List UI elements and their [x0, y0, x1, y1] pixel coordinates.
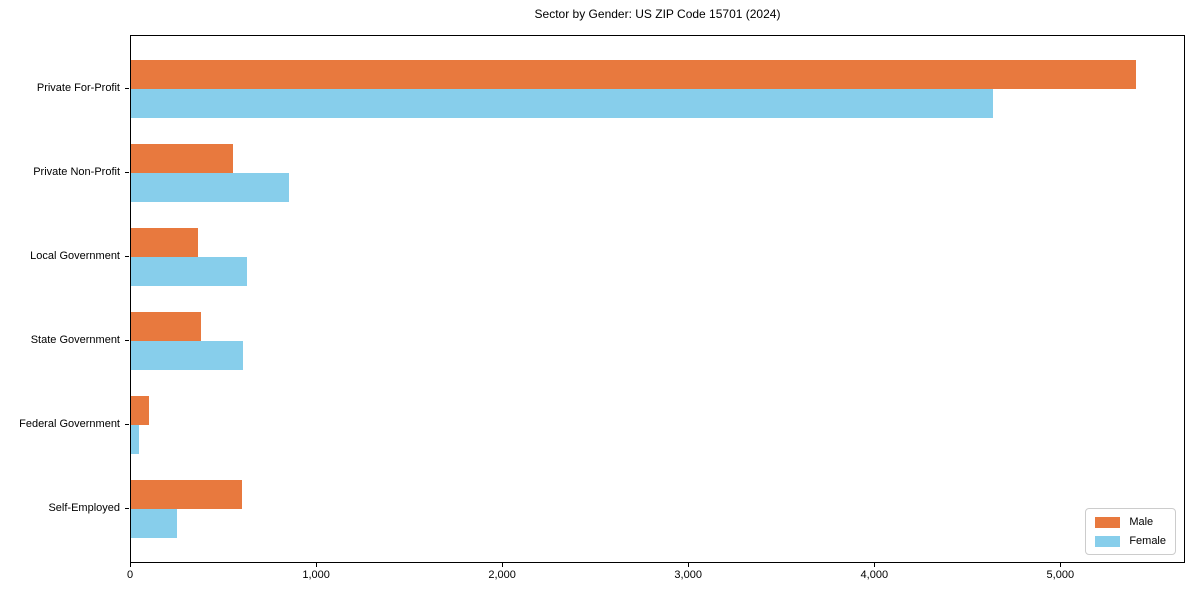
x-tick-mark-5	[1060, 563, 1062, 567]
bar-female-1	[131, 172, 290, 202]
bar-female-0	[131, 88, 993, 118]
y-tick-mark-1	[125, 171, 129, 173]
bar-female-4	[131, 425, 140, 455]
y-axis-label-0: Private For-Profit	[36, 81, 120, 94]
x-tick-label-3: 3,000	[674, 569, 702, 581]
bar-male-0	[131, 59, 1136, 89]
x-tick-mark-0	[130, 563, 131, 567]
bar-male-4	[131, 396, 149, 426]
x-tick-label-0: 0	[126, 569, 134, 581]
y-axis-label-5: Self-Employed	[48, 502, 120, 515]
bar-female-2	[131, 256, 248, 286]
bar-female-3	[131, 341, 243, 370]
legend-item-female: Female	[1095, 535, 1166, 547]
bar-male-5	[131, 480, 242, 510]
legend: Male Female	[1085, 508, 1176, 555]
x-tick-label-4: 4,000	[860, 569, 889, 581]
x-tick-mark-4	[874, 563, 876, 567]
bar-female-5	[131, 509, 177, 539]
chart-title: Sector by Gender: US ZIP Code 15701 (202…	[534, 7, 781, 21]
female-color-swatch	[1095, 535, 1121, 547]
male-color-swatch	[1095, 516, 1121, 528]
x-tick-mark-2	[502, 563, 504, 567]
y-axis-label-3: State Government	[30, 334, 120, 346]
y-tick-mark-5	[125, 508, 129, 510]
x-tick-label-2: 2,000	[488, 569, 516, 581]
bar-male-3	[131, 312, 201, 341]
x-tick-mark-3	[688, 563, 690, 567]
x-tick-mark-1	[316, 563, 318, 567]
x-tick-label-5: 5,000	[1046, 569, 1075, 581]
bar-male-2	[131, 227, 198, 257]
x-tick-label-1: 1,000	[302, 569, 330, 581]
y-axis-label-2: Local Government	[30, 249, 120, 262]
y-tick-mark-4	[125, 424, 129, 426]
y-tick-mark-0	[125, 87, 129, 89]
y-tick-mark-3	[125, 340, 129, 341]
y-tick-mark-2	[125, 255, 129, 257]
legend-label-female: Female	[1129, 535, 1166, 547]
legend-item-male: Male	[1095, 516, 1166, 528]
bar-male-1	[131, 143, 234, 173]
y-axis-label-1: Private Non-Profit	[33, 165, 120, 178]
plot-area: Male Female	[130, 35, 1185, 563]
y-axis-label-4: Federal Government	[19, 418, 120, 431]
legend-label-male: Male	[1129, 516, 1154, 528]
